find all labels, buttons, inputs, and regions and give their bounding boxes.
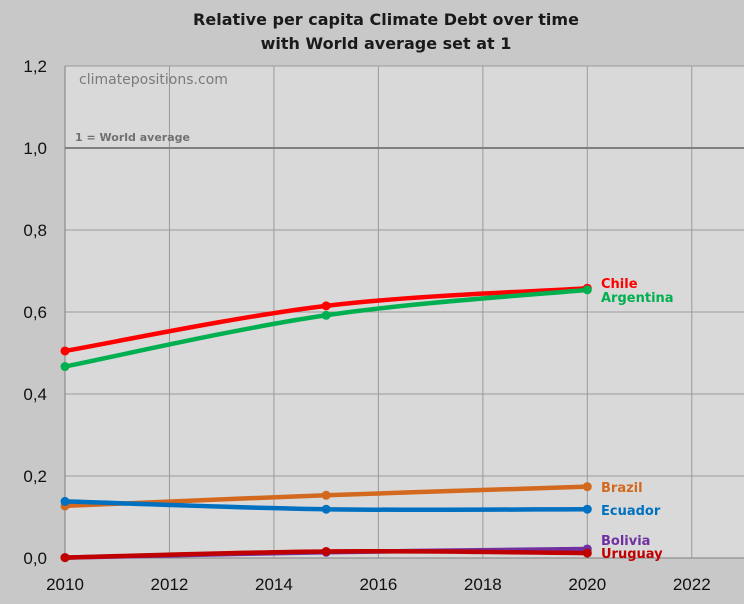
y-tick-label: 1,2 [23, 57, 47, 76]
y-tick-label: 0,8 [23, 221, 47, 240]
data-point-ecuador [582, 504, 592, 514]
axes [64, 66, 744, 559]
y-tick-label: 0,0 [23, 549, 47, 568]
data-point-chile [321, 301, 331, 311]
y-tick-label: 0,6 [23, 303, 47, 322]
x-tick-label: 2012 [151, 575, 189, 594]
series-label-brazil: Brazil [601, 481, 643, 496]
y-tick-label: 0,2 [23, 467, 47, 486]
series-label-ecuador: Ecuador [601, 504, 661, 519]
data-point-ecuador [60, 496, 70, 506]
x-tick-label: 2014 [255, 575, 293, 594]
watermark: climatepositions.com [79, 72, 228, 88]
data-point-argentina [321, 310, 331, 320]
series-label-bolivia: Bolivia [601, 534, 650, 549]
data-point-argentina [60, 362, 70, 372]
series-chile [60, 283, 592, 356]
series-ecuador [60, 496, 592, 514]
data-point-uruguay [60, 553, 70, 563]
data-point-uruguay [582, 548, 592, 558]
series-argentina [60, 285, 592, 372]
series-uruguay [60, 546, 592, 563]
series-label-argentina: Argentina [601, 291, 674, 306]
x-tick-label: 2020 [568, 575, 606, 594]
chart-title-line-2: with World average set at 1 [261, 34, 512, 53]
series-label-chile: Chile [601, 277, 638, 292]
data-point-uruguay [321, 546, 331, 556]
x-tick-label: 2022 [673, 575, 711, 594]
y-tick-label: 1,0 [23, 139, 47, 158]
x-tick-label: 2010 [46, 575, 84, 594]
data-point-argentina [582, 285, 592, 295]
data-point-brazil [321, 490, 331, 500]
chart-title-line-1: Relative per capita Climate Debt over ti… [193, 10, 579, 29]
tick-labels: 2010 2012 2014 2016 2018 2020 2022 0,0 0,2 0,4 0,6… [23, 57, 710, 594]
series-label-uruguay: Uruguay [601, 547, 663, 562]
x-tick-label: 2018 [464, 575, 502, 594]
x-tick-label: 2016 [359, 575, 397, 594]
data-point-ecuador [321, 504, 331, 514]
y-tick-label: 0,4 [23, 385, 47, 404]
data-point-chile [60, 346, 70, 356]
reference-line-label: 1 = World average [75, 131, 190, 144]
data-point-brazil [582, 482, 592, 492]
series-group [60, 283, 592, 563]
